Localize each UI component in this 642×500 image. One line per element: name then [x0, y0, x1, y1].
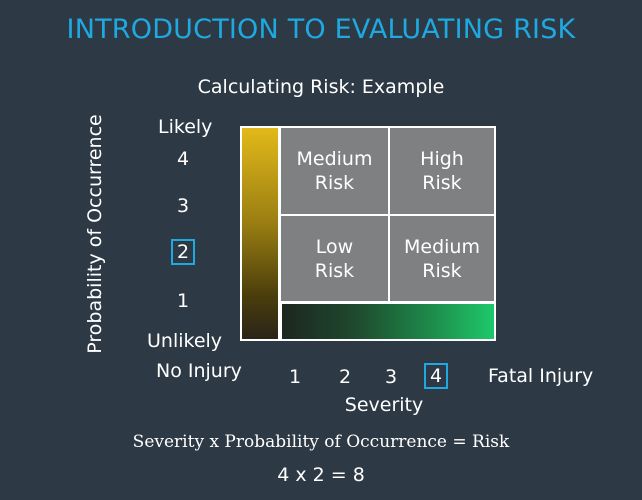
matrix-divider-horizontal	[281, 214, 494, 216]
page-title: INTRODUCTION TO EVALUATING RISK	[66, 14, 576, 45]
matrix-cell-bottom-left: Low Risk	[314, 235, 355, 282]
x-tick-4-highlighted: 4	[424, 363, 448, 389]
y-axis-label: Probability of Occurrence	[84, 114, 106, 354]
y-axis-bottom-label: Unlikely	[147, 330, 223, 352]
matrix-cell-top-left: Medium Risk	[296, 148, 373, 194]
probability-gradient-bar	[240, 126, 280, 341]
x-tick-1: 1	[288, 366, 302, 388]
y-tick-3: 3	[176, 195, 190, 217]
risk-matrix: Medium Risk High Risk Low Risk Medium Ri…	[279, 126, 496, 303]
x-axis-label: Severity	[344, 394, 424, 416]
y-tick-4: 4	[176, 148, 190, 170]
risk-formula: Severity x Probability of Occurrence = R…	[132, 432, 510, 452]
severity-gradient-bar	[280, 302, 496, 341]
x-axis-left-label: No Injury	[156, 360, 242, 382]
matrix-cell-top-right: High Risk	[420, 148, 464, 194]
y-axis-top-label: Likely	[158, 116, 213, 138]
x-tick-2: 2	[338, 366, 352, 388]
matrix-cell-bottom-right: Medium Risk	[404, 235, 480, 282]
diagram-subtitle: Calculating Risk: Example	[197, 76, 445, 98]
risk-calculation-result: 4 x 2 = 8	[277, 464, 365, 486]
x-axis-right-label: Fatal Injury	[488, 365, 594, 387]
y-tick-2-highlighted: 2	[171, 239, 195, 265]
x-tick-3: 3	[384, 366, 398, 388]
y-tick-1: 1	[176, 290, 190, 312]
